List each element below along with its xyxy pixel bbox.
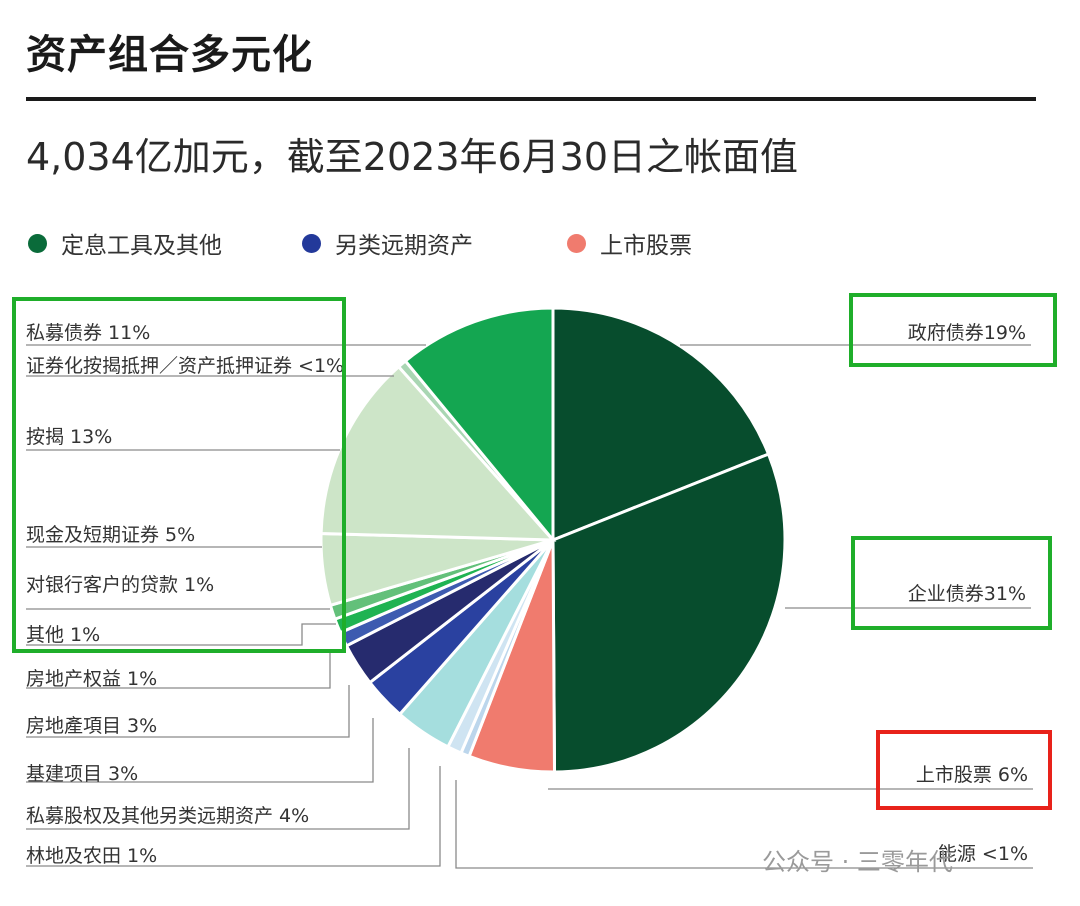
slice-label-12: 按揭 13%	[26, 426, 112, 448]
slice-label-5: 私募股权及其他另类远期资产 4%	[26, 805, 309, 827]
leader-lines	[26, 344, 1033, 869]
title-rule	[26, 97, 1036, 101]
slice-label-2: 上市股票 6%	[916, 764, 1028, 786]
slice-label-4: 林地及农田 1%	[26, 845, 157, 867]
legend-label-public-equity: 上市股票	[600, 233, 692, 259]
legend-item-public-equity: 上市股票	[567, 226, 692, 260]
slice-label-6: 基建项目 3%	[26, 763, 138, 785]
slice-label-9: 其他 1%	[26, 624, 100, 646]
leader-line-7	[26, 685, 350, 738]
leader-line-6	[26, 718, 374, 783]
chart-subtitle: 4,034亿加元，截至2023年6月30日之帐面值	[26, 135, 799, 179]
slice-label-13: 证券化按揭抵押／资产抵押证券 <1%	[26, 355, 344, 377]
slice-label-1: 企业债券31%	[908, 583, 1026, 605]
leader-line-3	[455, 780, 1033, 869]
slice-label-7: 房地產項目 3%	[26, 715, 157, 737]
slice-label-0: 政府债券19%	[908, 322, 1026, 344]
slice-0	[551, 306, 771, 543]
highlight-boxes	[12, 293, 1057, 810]
legend-dot-alternatives	[302, 233, 321, 253]
legend-dot-fixed-income	[28, 233, 47, 253]
legend-label-fixed-income: 定息工具及其他	[61, 233, 222, 259]
slice-label-3: 能源 <1%	[938, 843, 1028, 865]
pie-slices	[319, 306, 787, 774]
slice-label-14: 私募债券 11%	[26, 322, 150, 344]
watermark: 公众号 · 三零年代	[762, 848, 953, 876]
highlight-box-left-group	[12, 297, 346, 653]
leader-line-4	[26, 766, 441, 867]
leader-line-9	[26, 623, 336, 646]
legend-item-alternatives: 另类远期资产	[302, 226, 473, 260]
legend-label-alternatives: 另类远期资产	[335, 233, 473, 259]
leader-line-8	[26, 650, 331, 689]
slice-14	[403, 306, 555, 545]
slice-1	[551, 452, 787, 774]
highlight-box-government-bonds	[849, 293, 1057, 367]
highlight-box-corporate-bonds	[851, 536, 1052, 630]
slice-label-11: 现金及短期证券 5%	[26, 524, 195, 546]
slice-label-10: 对银行客户的贷款 1%	[26, 574, 214, 596]
slice-label-8: 房地产权益 1%	[26, 668, 157, 690]
chart-title: 资产组合多元化	[26, 32, 313, 78]
slice-labels: 政府债券19% 企业债券31% 上市股票 6% 能源 <1% 林地及农田 1% 私募股权及…	[26, 322, 1028, 867]
legend-dot-public-equity	[567, 233, 586, 253]
legend-item-fixed-income: 定息工具及其他	[28, 226, 222, 260]
leader-line-5	[26, 748, 410, 830]
highlight-box-public-equity	[876, 730, 1052, 810]
